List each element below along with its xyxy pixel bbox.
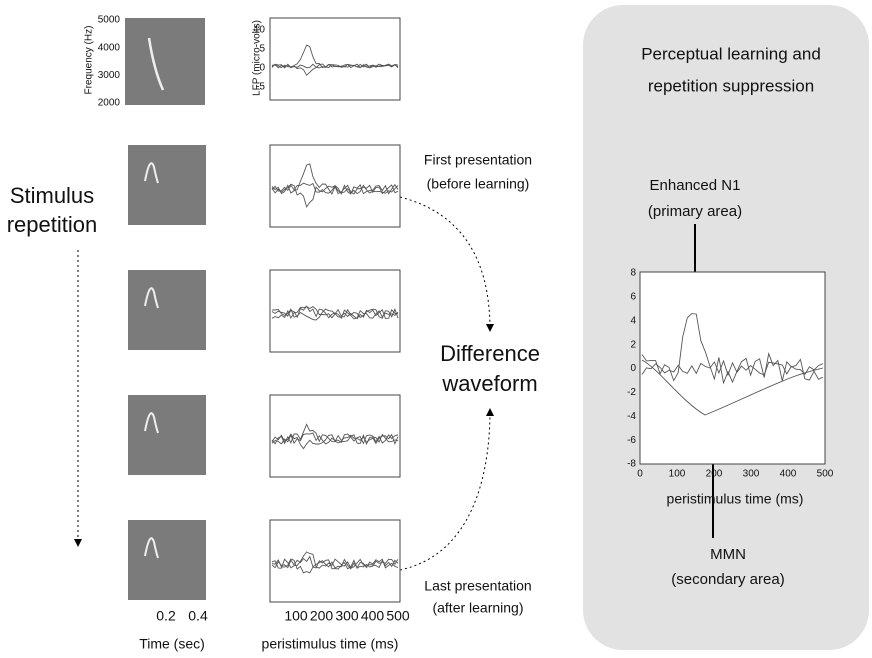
y-tick-label: 8 [630,268,636,279]
y-tick-label: -4 [627,411,636,422]
x-axis-label: peristimulus time (ms) [262,636,399,652]
waveform [271,555,399,570]
y-tick-label: 2000 [98,98,121,109]
x-tick-label: 100 [284,608,308,624]
spectrogram-streak [147,37,165,91]
waveform [271,63,399,69]
x-tick-label: 0.2 [156,608,176,624]
panel-title: repetition suppression [648,76,814,95]
waveform [271,182,399,195]
x-axis-label: Time (sec) [139,636,205,652]
y-tick-label: 6 [630,292,636,303]
y-axis-label: Frequency (Hz) [84,26,95,95]
x-tick-label: 0.4 [188,608,208,624]
waveform [641,359,824,416]
mmn-label: (secondary area) [671,571,784,588]
n1-label: Enhanced N1 [650,177,741,194]
spectrogram-streak [144,162,159,184]
y-tick-label: -8 [627,459,636,470]
lfp-box [269,17,401,101]
x-tick-label: 500 [386,608,410,624]
panel-title: Perceptual learning and [641,44,821,63]
waveform [271,432,399,445]
y-tick-label: 5000 [98,15,121,26]
spectrogram [128,145,206,225]
x-tick-label: 200 [706,469,723,480]
y-tick-label: -6 [627,435,636,446]
y-tick-label: 4 [630,315,636,326]
waveform [271,558,399,574]
spectrogram [128,270,206,350]
x-tick-label: 400 [361,608,385,624]
x-tick-label: 0 [637,469,643,480]
spectrogram-streak [144,537,159,559]
spectrogram [125,18,205,105]
x-tick-label: 500 [817,469,834,480]
difference-label: waveform [441,371,537,396]
x-tick-label: 200 [310,608,334,624]
y-tick-label: 0 [259,63,265,74]
y-tick-label: 0 [630,363,636,374]
x-tick-label: 400 [780,469,797,480]
n1-label: (primary area) [648,203,742,220]
x-axis-label: peristimulus time (ms) [667,491,804,507]
x-tick-label: 300 [743,469,760,480]
note: (before learning) [427,176,530,192]
dotted-arrow [399,408,494,571]
dotted-arrow [399,196,494,332]
y-axis-label: LFP (micro-volts) [252,20,263,96]
left-label: Stimulus [10,183,94,208]
waveform [641,359,824,377]
plot-box [639,271,826,465]
waveform [271,308,399,321]
note: (after learning) [432,600,523,616]
y-tick-label: 10 [254,25,266,36]
x-tick-label: 300 [335,608,359,624]
spectrogram-streak [144,412,159,434]
waveform [271,305,399,320]
y-tick-label: -2 [627,387,636,398]
difference-label: Difference [440,341,540,366]
waveform [641,313,824,385]
spectrogram-streak [144,287,159,309]
y-tick-label: 4000 [98,42,121,53]
mmn-label: MMN [710,546,746,563]
y-tick-label: -5 [256,82,265,93]
y-tick-label: 3000 [98,70,121,81]
left-label: repetition [7,212,98,237]
waveform [271,551,399,570]
y-tick-label: 5 [259,44,265,55]
x-tick-label: 100 [669,469,686,480]
spectrogram [128,520,206,600]
note: First presentation [424,152,532,168]
y-tick-label: 2 [630,339,636,350]
note: Last presentation [424,578,531,594]
spectrogram [128,395,206,475]
